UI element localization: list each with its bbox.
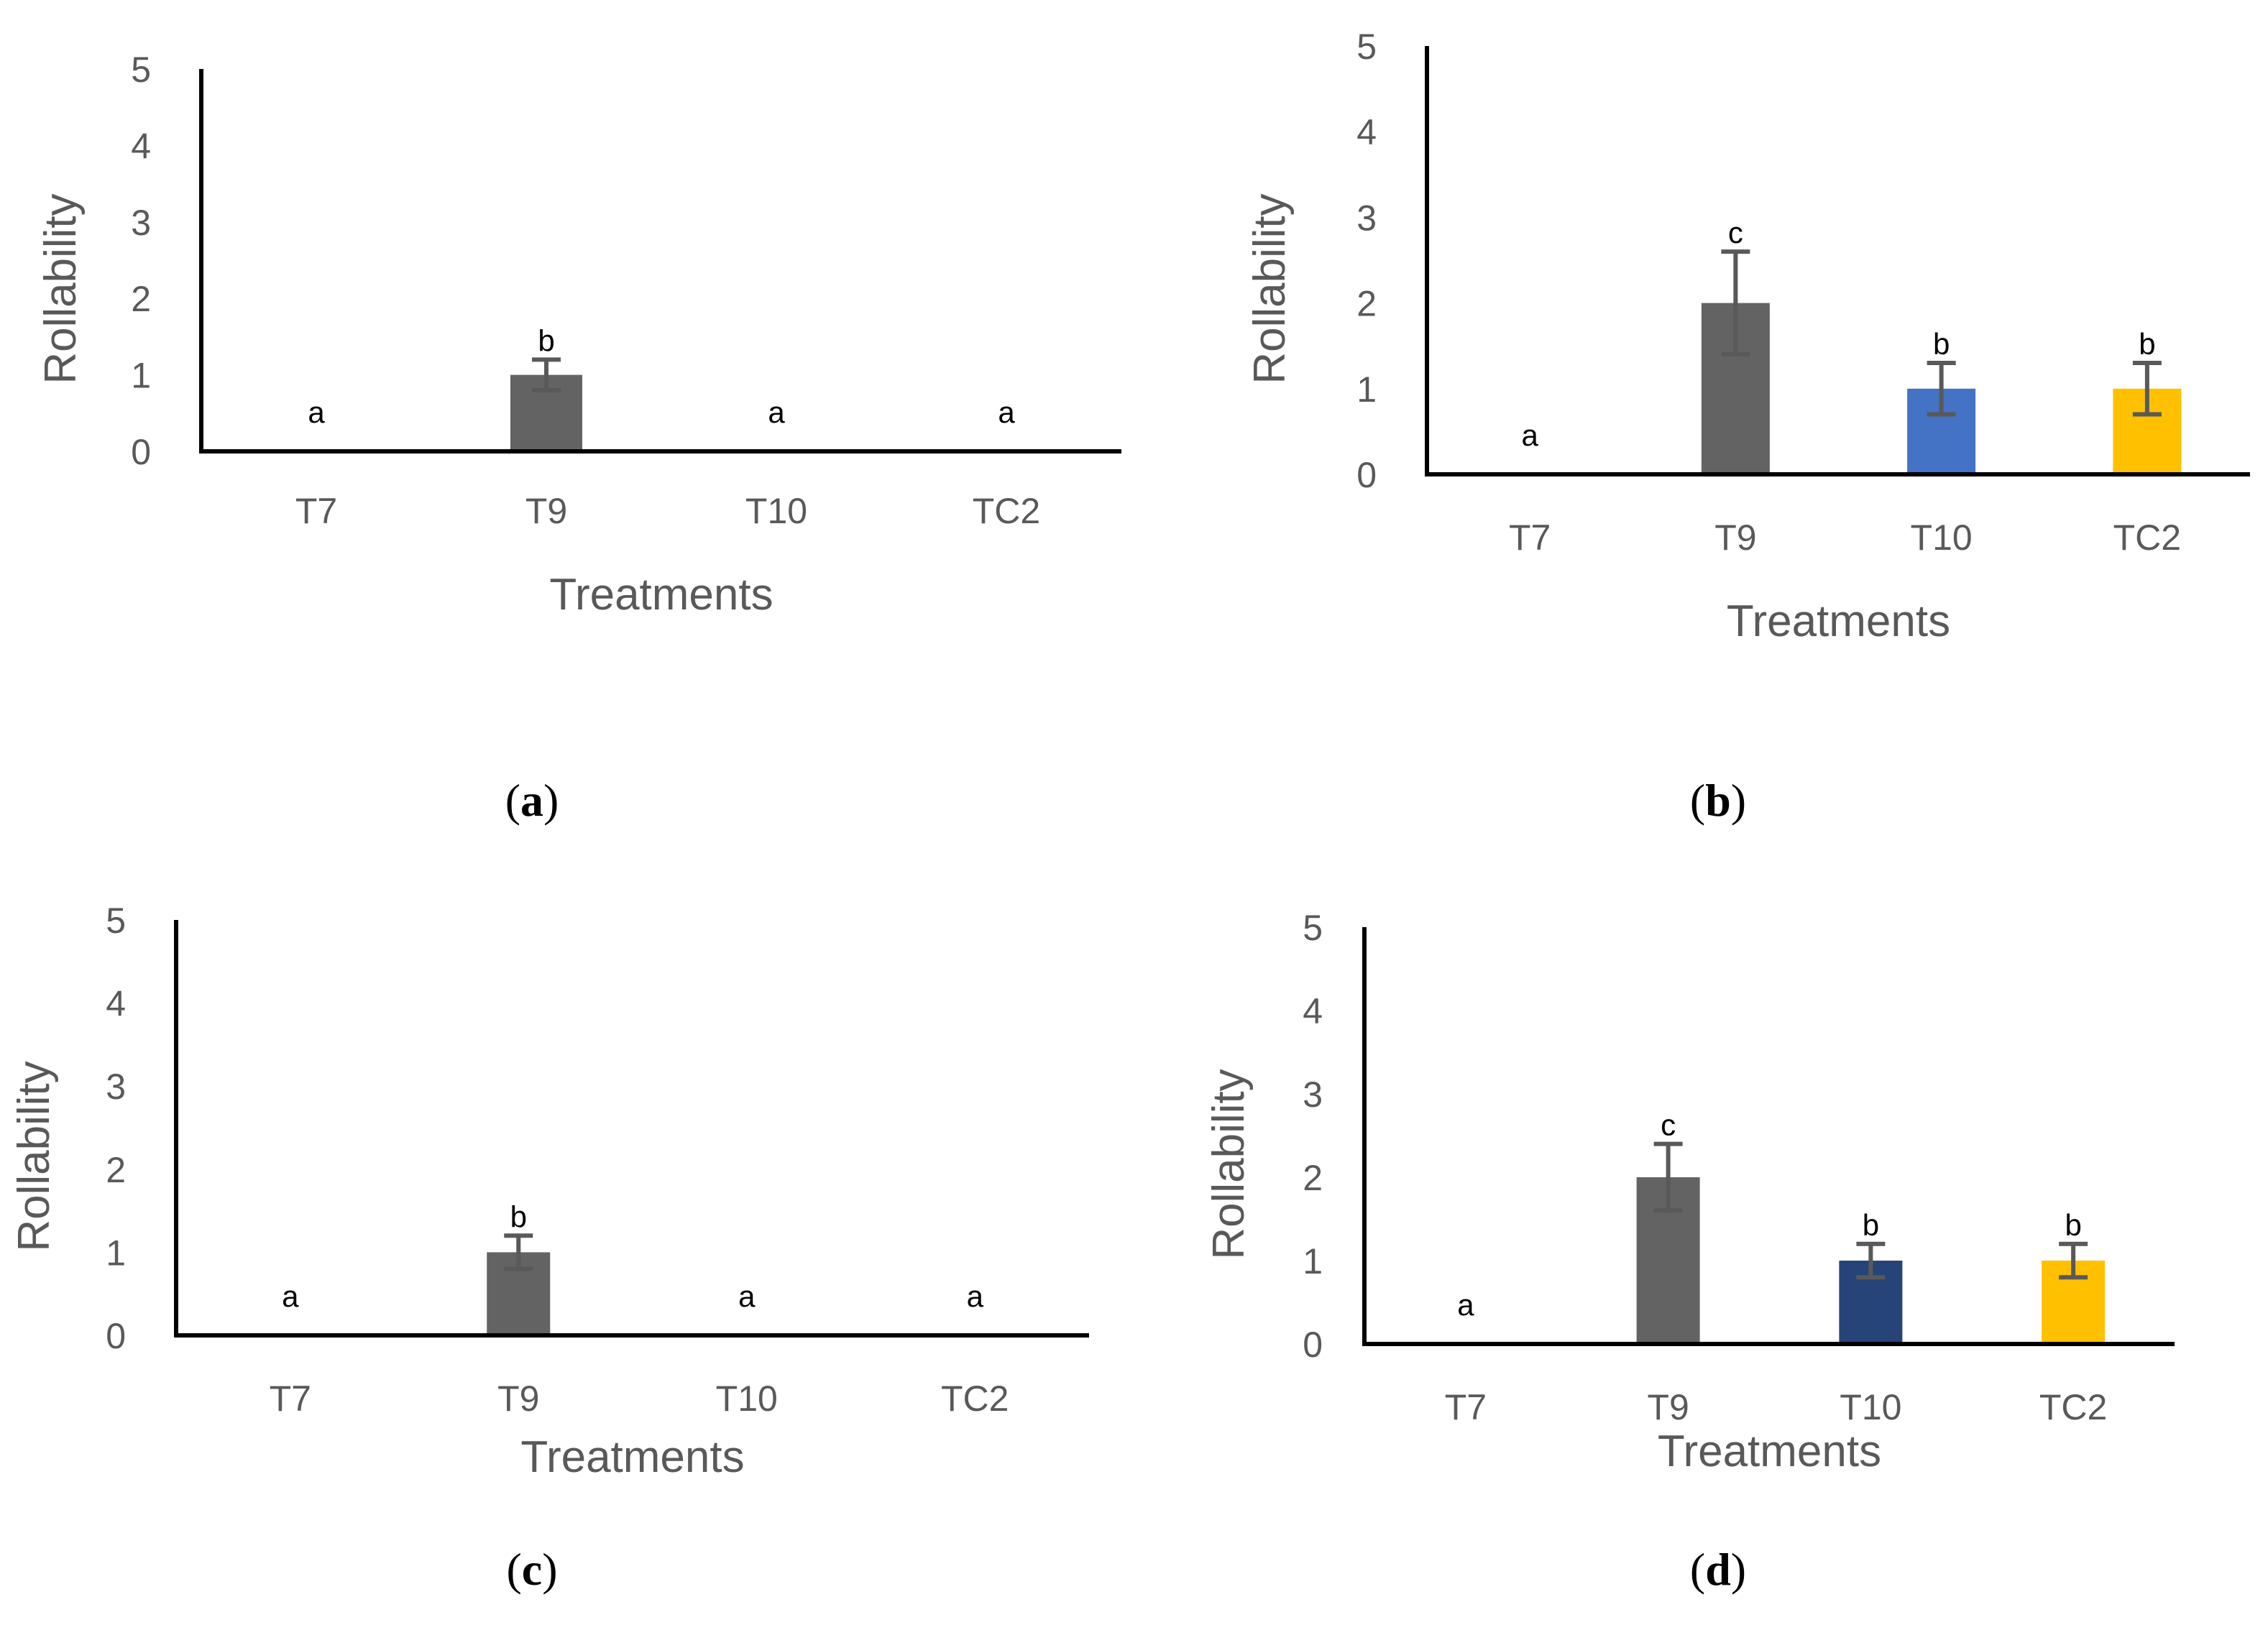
caption-paren-open: (	[506, 1544, 521, 1595]
y-tick-label: 2	[1303, 1158, 1323, 1198]
panel-b: a c b b 0 1 2 3 4 5 T7 T9 T10 TC2 Treatments Rollabilit…	[1245, 27, 2250, 826]
caption-letter: b	[1705, 775, 1731, 826]
panel-d: a c b b 0 1 2 3 4 5 T7 T9 T10 TC2 Treatments Rollabilit…	[1204, 908, 2175, 1595]
caption-paren-open: (	[1690, 775, 1705, 826]
y-tick-label: 0	[1303, 1325, 1323, 1365]
x-tick-label: T9	[525, 491, 567, 531]
significance-letter: a	[1521, 418, 1538, 452]
error-bar-t9	[504, 1233, 533, 1271]
x-axis-title: Treatments	[1727, 597, 1950, 646]
significance-letter: b	[2065, 1208, 2081, 1242]
x-tick-label: T7	[270, 1378, 311, 1419]
x-tick-label: TC2	[2113, 517, 2181, 558]
caption-letter: c	[522, 1544, 542, 1595]
caption-letter: d	[1705, 1544, 1731, 1595]
x-tick-label: T10	[1911, 517, 1973, 558]
significance-letter: b	[510, 1200, 527, 1233]
significance-letter: c	[1728, 216, 1743, 249]
y-tick-label: 1	[1356, 369, 1377, 410]
y-tick-label: 4	[106, 984, 126, 1024]
significance-letter: c	[1661, 1108, 1676, 1142]
x-tick-label: T7	[1509, 517, 1551, 558]
y-tick-label: 4	[1356, 112, 1377, 152]
panel-caption: (a)	[505, 775, 559, 826]
y-tick-label: 4	[131, 126, 151, 166]
y-tick-label: 1	[131, 356, 151, 396]
caption-paren-close: )	[543, 775, 559, 826]
x-axis-title: Treatments	[549, 570, 773, 620]
significance-letter: b	[538, 323, 554, 357]
y-tick-label: 5	[106, 901, 126, 941]
significance-letter: a	[308, 395, 325, 429]
y-tick-label: 2	[1356, 284, 1377, 324]
panel-c: a b a a 0 1 2 3 4 5 T7 T9 T10 TC2 Treatments Rollabilit…	[9, 901, 1089, 1595]
x-tick-label: TC2	[973, 491, 1040, 531]
y-tick-label: 5	[1303, 908, 1323, 948]
caption-paren-open: (	[1690, 1544, 1705, 1595]
x-tick-label: T10	[745, 491, 807, 531]
error-bar-tc2	[2059, 1241, 2088, 1280]
significance-letter: a	[738, 1279, 756, 1313]
caption-paren-close: )	[542, 1544, 557, 1595]
significance-letter: a	[282, 1279, 299, 1313]
y-tick-label: 3	[1303, 1074, 1323, 1115]
caption-paren-open: (	[505, 775, 520, 826]
x-tick-label: T9	[497, 1378, 539, 1419]
caption-paren-close: )	[1731, 775, 1746, 826]
significance-letter: a	[967, 1279, 984, 1313]
y-axis-title: Rollability	[1245, 193, 1295, 384]
error-bar-t9	[1721, 249, 1750, 357]
error-bar-t9	[532, 357, 561, 392]
y-axis-title: Rollability	[1204, 1069, 1254, 1259]
x-tick-label: T9	[1714, 517, 1756, 558]
x-tick-label: T9	[1647, 1387, 1689, 1427]
y-tick-label: 1	[106, 1233, 126, 1273]
y-tick-label: 3	[1356, 198, 1377, 238]
y-axis-title: Rollability	[36, 193, 86, 384]
error-bar-t9	[1653, 1141, 1683, 1213]
caption-letter: a	[520, 775, 543, 826]
x-axis-title: Treatments	[1658, 1427, 1881, 1476]
significance-letter: b	[1933, 327, 1950, 361]
significance-letter: a	[998, 395, 1015, 429]
panel-caption: (b)	[1690, 775, 1746, 826]
y-tick-label: 4	[1303, 991, 1323, 1031]
y-tick-label: 3	[131, 203, 151, 243]
significance-letter: b	[1863, 1208, 1879, 1242]
y-tick-label: 0	[1356, 455, 1377, 495]
y-tick-label: 2	[106, 1150, 126, 1190]
y-tick-label: 0	[106, 1316, 126, 1356]
error-bar-tc2	[2132, 361, 2162, 417]
x-axis-title: Treatments	[520, 1432, 744, 1482]
y-axis-title: Rollability	[9, 1061, 59, 1251]
x-tick-label: T7	[295, 491, 337, 531]
x-tick-label: T10	[716, 1378, 778, 1419]
significance-letter: b	[2139, 327, 2155, 361]
significance-letter: a	[768, 395, 785, 429]
panel-a: a b a a 0 1 2 3 4 5 T7 T9 T10 TC2 Treatments Rollabilit…	[36, 50, 1121, 826]
significance-letter: a	[1457, 1288, 1474, 1322]
error-bar-t10	[1927, 361, 1956, 417]
y-tick-label: 1	[1303, 1241, 1323, 1281]
y-tick-label: 3	[106, 1067, 126, 1107]
y-tick-label: 5	[1356, 27, 1377, 67]
x-tick-label: T7	[1445, 1387, 1487, 1427]
panel-caption: (c)	[506, 1544, 557, 1595]
y-tick-label: 5	[131, 50, 151, 90]
panel-caption: (d)	[1690, 1544, 1746, 1595]
x-tick-label: TC2	[2039, 1387, 2107, 1427]
error-bar-t10	[1856, 1241, 1886, 1280]
caption-paren-close: )	[1731, 1544, 1746, 1595]
y-tick-label: 2	[131, 279, 151, 319]
x-tick-label: TC2	[941, 1378, 1009, 1419]
x-tick-label: T10	[1840, 1387, 1901, 1427]
y-tick-label: 0	[131, 432, 151, 472]
